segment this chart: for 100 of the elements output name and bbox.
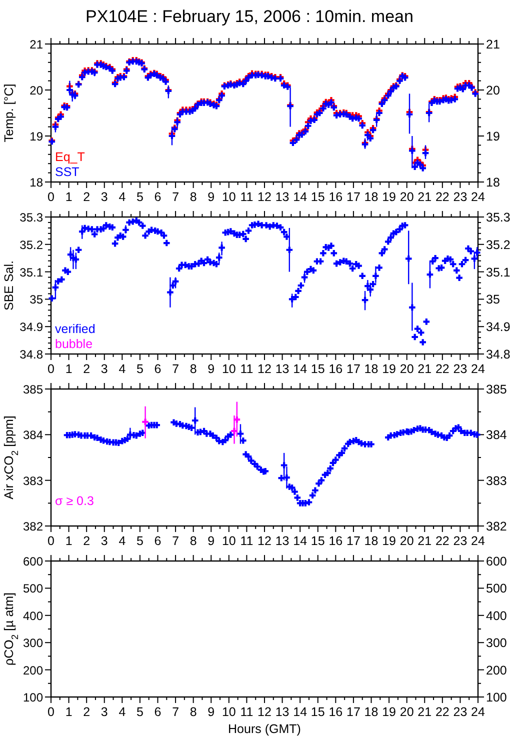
y-tick-label: 35 bbox=[30, 292, 44, 307]
y2-tick-label: 600 bbox=[486, 554, 507, 568]
x-tick-label: 18 bbox=[364, 534, 378, 548]
y2-tick-label: 500 bbox=[486, 582, 507, 596]
y2-tick-label: 35.2 bbox=[486, 238, 510, 252]
x-tick-label: 1 bbox=[65, 705, 72, 719]
series-label: verified bbox=[55, 322, 96, 336]
x-tick-label: 8 bbox=[190, 362, 197, 376]
x-tick-label: 20 bbox=[400, 190, 414, 204]
y-tick-label: 100 bbox=[22, 690, 44, 704]
x-tick-label: 9 bbox=[208, 190, 215, 204]
y2-tick-label: 18 bbox=[486, 176, 500, 190]
x-tick-label: 21 bbox=[418, 362, 432, 376]
x-tick-label: 12 bbox=[258, 362, 272, 376]
y-tick-label: 21 bbox=[30, 38, 44, 52]
x-tick-label: 18 bbox=[364, 190, 378, 204]
x-tick-label: 9 bbox=[208, 534, 215, 548]
x-tick-label: 0 bbox=[48, 362, 55, 376]
x-tick-label: 21 bbox=[418, 534, 432, 548]
y-tick-label: 34.9 bbox=[20, 320, 44, 334]
x-tick-label: 2 bbox=[83, 705, 90, 719]
x-tick-label: 1 bbox=[65, 362, 72, 376]
y-tick-label: 20 bbox=[30, 84, 44, 98]
x-tick-label: 0 bbox=[48, 190, 55, 204]
x-tick-label: 12 bbox=[258, 190, 272, 204]
x-tick-label: 24 bbox=[471, 534, 485, 548]
x-tick-label: 16 bbox=[328, 534, 343, 548]
chart-title: PX104E : February 15, 2006 : 10min. mean bbox=[86, 7, 414, 26]
x-tick-label: 7 bbox=[172, 190, 180, 204]
x-tick-label: 16 bbox=[328, 190, 343, 204]
x-tick-label: 22 bbox=[435, 705, 450, 719]
x-tick-label: 3 bbox=[100, 190, 108, 204]
y-axis-title: SBE Sal. bbox=[2, 260, 16, 311]
x-tick-label: 1 bbox=[65, 190, 72, 204]
x-tick-label: 8 bbox=[190, 190, 197, 204]
x-tick-label: 10 bbox=[222, 190, 236, 204]
x-tick-label: 21 bbox=[418, 190, 432, 204]
x-tick-label: 6 bbox=[154, 705, 162, 719]
x-tick-label: 16 bbox=[328, 705, 343, 719]
x-tick-label: 2 bbox=[83, 362, 90, 376]
x-tick-label: 8 bbox=[190, 534, 197, 548]
x-tick-label: 17 bbox=[346, 534, 360, 548]
y2-tick-label: 382 bbox=[486, 520, 507, 534]
y2-tick-label: 385 bbox=[486, 382, 507, 396]
y-tick-label: 500 bbox=[22, 582, 44, 596]
x-tick-label: 22 bbox=[435, 534, 450, 548]
x-tick-label: 19 bbox=[382, 534, 396, 548]
y-tick-label: 19 bbox=[30, 130, 44, 144]
x-tick-label: 3 bbox=[100, 362, 108, 376]
x-tick-label: 15 bbox=[310, 705, 325, 719]
x-tick-label: 11 bbox=[240, 362, 254, 376]
x-tick-label: 22 bbox=[435, 362, 450, 376]
x-tick-label: 13 bbox=[275, 534, 290, 548]
y-tick-label: 18 bbox=[30, 176, 44, 190]
x-tick-label: 19 bbox=[382, 362, 396, 376]
y-tick-label: 34.8 bbox=[20, 348, 44, 362]
y2-tick-label: 34.9 bbox=[486, 320, 510, 334]
y2-tick-label: 100 bbox=[486, 690, 507, 704]
series-label: SST bbox=[55, 165, 80, 179]
x-tick-label: 14 bbox=[293, 362, 308, 376]
y2-tick-label: 19 bbox=[486, 130, 500, 144]
y-tick-label: 384 bbox=[22, 428, 44, 442]
y2-tick-label: 20 bbox=[486, 84, 500, 98]
y-tick-label: 600 bbox=[22, 554, 44, 568]
x-tick-label: 7 bbox=[172, 534, 180, 548]
x-tick-label: 11 bbox=[240, 190, 254, 204]
x-tick-label: 22 bbox=[435, 190, 450, 204]
y-tick-label: 35.3 bbox=[20, 210, 44, 224]
x-tick-label: 23 bbox=[453, 534, 468, 548]
y2-tick-label: 200 bbox=[486, 663, 507, 678]
x-tick-label: 5 bbox=[136, 362, 144, 376]
x-tick-label: 13 bbox=[275, 190, 290, 204]
x-tick-label: 10 bbox=[222, 362, 236, 376]
x-tick-label: 5 bbox=[136, 534, 144, 548]
x-tick-label: 23 bbox=[453, 362, 468, 376]
x-tick-label: 4 bbox=[118, 190, 126, 204]
x-tick-label: 13 bbox=[275, 705, 290, 719]
x-tick-label: 20 bbox=[400, 705, 414, 719]
x-tick-label: 21 bbox=[418, 705, 432, 719]
x-tick-label: 16 bbox=[328, 362, 343, 376]
x-tick-label: 6 bbox=[154, 190, 162, 204]
x-tick-label: 24 bbox=[471, 705, 485, 719]
x-tick-label: 5 bbox=[136, 705, 144, 719]
x-tick-label: 0 bbox=[48, 705, 55, 719]
x-tick-label: 15 bbox=[310, 362, 325, 376]
y-tick-label: 383 bbox=[22, 474, 44, 488]
x-tick-label: 4 bbox=[118, 362, 126, 376]
x-tick-label: 12 bbox=[258, 534, 272, 548]
x-tick-label: 0 bbox=[48, 534, 55, 548]
y2-tick-label: 35 bbox=[486, 292, 500, 307]
x-tick-label: 3 bbox=[100, 534, 108, 548]
y-tick-label: 385 bbox=[22, 382, 44, 396]
y-tick-label: 300 bbox=[22, 636, 44, 650]
x-tick-label: 3 bbox=[100, 705, 108, 719]
y-axis-title: Temp. [°C] bbox=[2, 84, 16, 142]
x-tick-label: 15 bbox=[310, 190, 325, 204]
y-tick-label: 200 bbox=[22, 663, 44, 678]
x-tick-label: 7 bbox=[172, 705, 180, 719]
x-axis-title: Hours (GMT) bbox=[228, 722, 301, 736]
x-tick-label: 18 bbox=[364, 362, 378, 376]
